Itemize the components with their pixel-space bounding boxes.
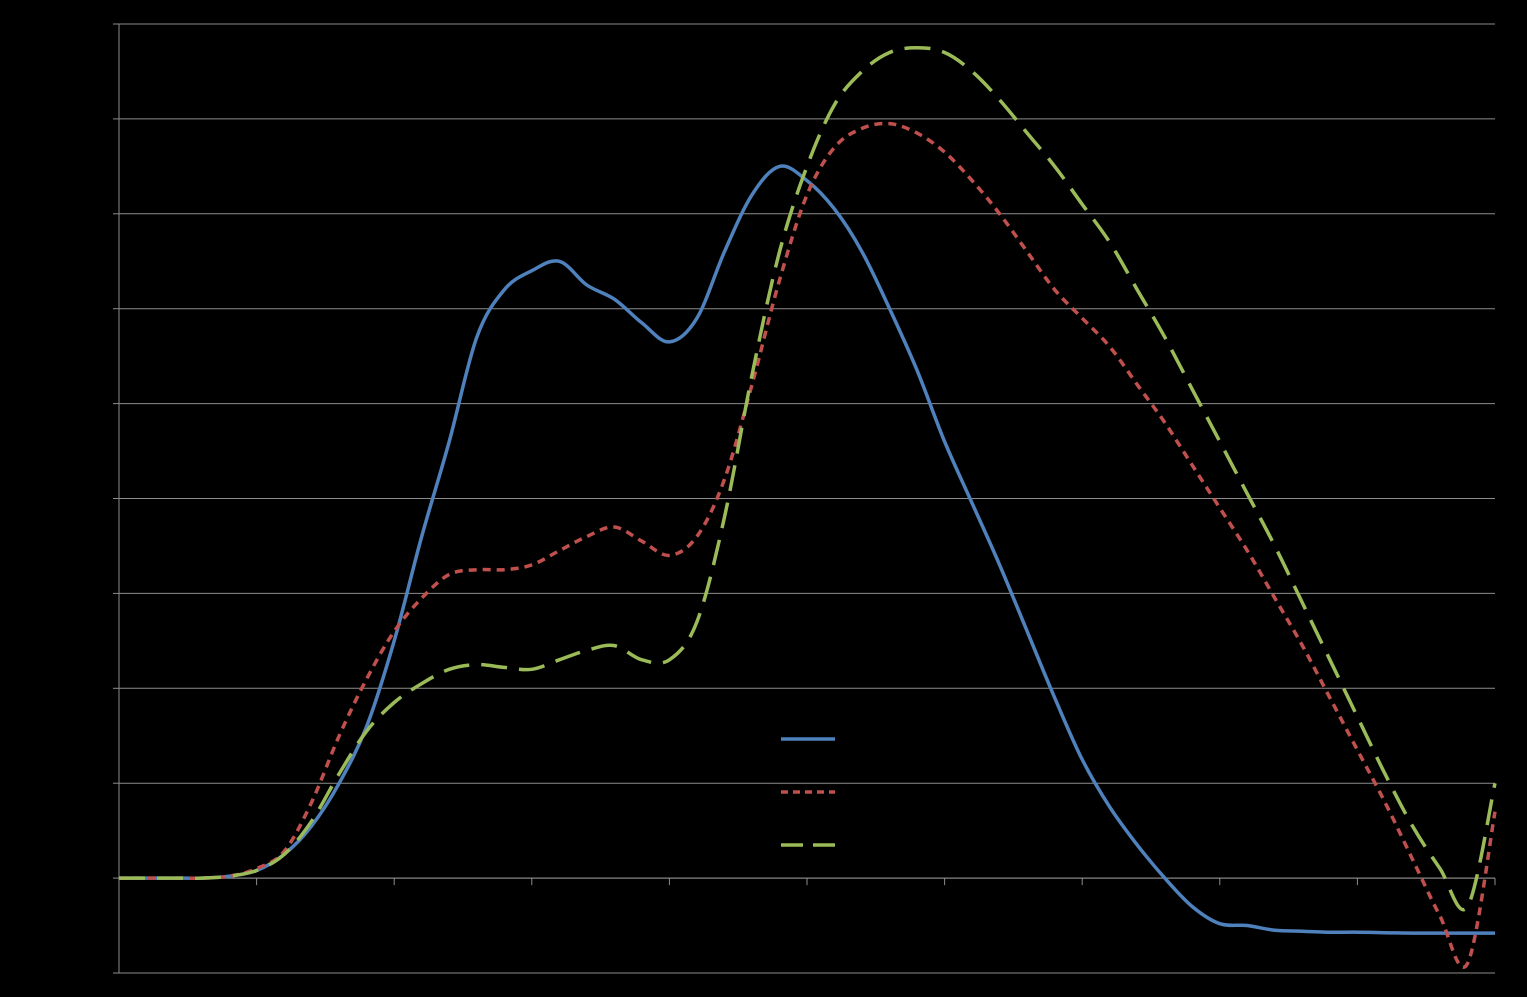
- legend: [781, 737, 835, 847]
- series-layer: [118, 45, 1497, 969]
- series-line-green: [118, 45, 1497, 912]
- axes: [113, 23, 1496, 974]
- series-line-red: [118, 121, 1497, 969]
